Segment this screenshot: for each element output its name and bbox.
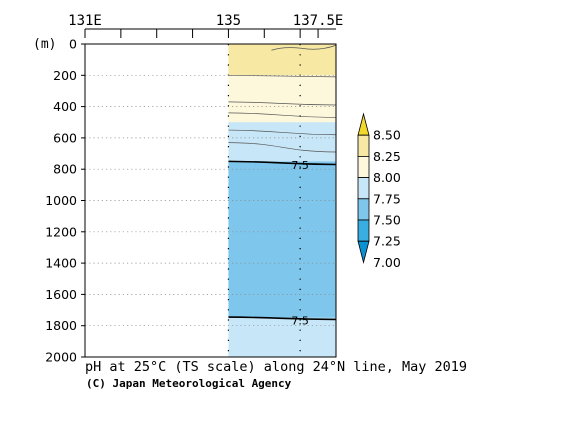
- fill-layer-4: [228, 317, 336, 357]
- credit-text: (C) Japan Meteorological Agency: [86, 377, 292, 390]
- contour-line-2: [228, 112, 337, 118]
- legend-top-arrow: [357, 112, 370, 136]
- x-tick-label-2: 137.5E: [293, 13, 344, 29]
- y-tick-label-1: 200: [53, 68, 77, 83]
- legend-swatch-2: [357, 155, 370, 178]
- y-tick-label-8: 1600: [45, 287, 77, 302]
- contour-line-3: [228, 129, 337, 136]
- legend-label-1: 8.25: [373, 149, 401, 164]
- station-markers: [227, 44, 301, 357]
- legend-bottom-arrow: [357, 240, 370, 264]
- y-tick-label-10: 2000: [45, 350, 77, 365]
- y-tick-label-4: 800: [53, 162, 77, 177]
- y-tick-label-9: 1800: [45, 318, 77, 333]
- y-tick-label-5: 1000: [45, 193, 77, 208]
- legend-colorbar: 8.50 8.25 8.00 7.75 7.50 7.25 7.00: [357, 112, 401, 270]
- legend-label-5: 7.25: [373, 234, 401, 249]
- y-axis-unit-label: (m): [33, 37, 56, 52]
- fill-layer-2: [228, 122, 336, 162]
- legend-swatch-5: [357, 219, 370, 242]
- fill-layer-3: [228, 161, 336, 318]
- legend-swatch-1: [357, 134, 370, 157]
- y-tick-label-3: 600: [53, 130, 77, 145]
- contour-surface-eddy: [271, 44, 337, 51]
- chart-title: pH at 25°C (TS scale) along 24°N line, M…: [85, 359, 468, 375]
- contour-line-4: [228, 142, 337, 153]
- contour-line-0: [228, 74, 337, 78]
- legend-label-6: 7.00: [373, 255, 401, 270]
- contour-lines: [228, 44, 337, 321]
- y-tick-label-2: 400: [53, 99, 77, 114]
- x-tick-label-1: 135: [216, 13, 241, 29]
- y-axis: 0 200 400 600 800 1000 1200 1400 1600 1800 2000: [45, 37, 85, 365]
- legend-label-4: 7.50: [373, 213, 401, 228]
- contour-labels: 7.5 7.5: [291, 159, 309, 327]
- y-tick-label-6: 1200: [45, 224, 77, 239]
- legend-label-3: 7.75: [373, 191, 401, 206]
- contour-label-0: 7.5: [291, 159, 309, 172]
- x-tick-label-0: 131E: [68, 13, 102, 29]
- fill-layer-1: [228, 75, 336, 123]
- legend-label-0: 8.50: [373, 128, 401, 143]
- y-tick-label-0: 0: [69, 37, 77, 52]
- legend-swatch-3: [357, 177, 370, 200]
- plot-fill-layers: [228, 44, 336, 357]
- contour-line-6: [228, 316, 337, 321]
- y-tick-label-7: 1400: [45, 256, 77, 271]
- x-axis: 131E 135 137.5E: [68, 13, 343, 38]
- contour-label-1: 7.5: [291, 314, 309, 327]
- legend-label-2: 8.00: [373, 170, 401, 185]
- legend-swatch-4: [357, 198, 370, 221]
- contour-line-5: [228, 160, 337, 166]
- contour-line-1: [228, 101, 337, 106]
